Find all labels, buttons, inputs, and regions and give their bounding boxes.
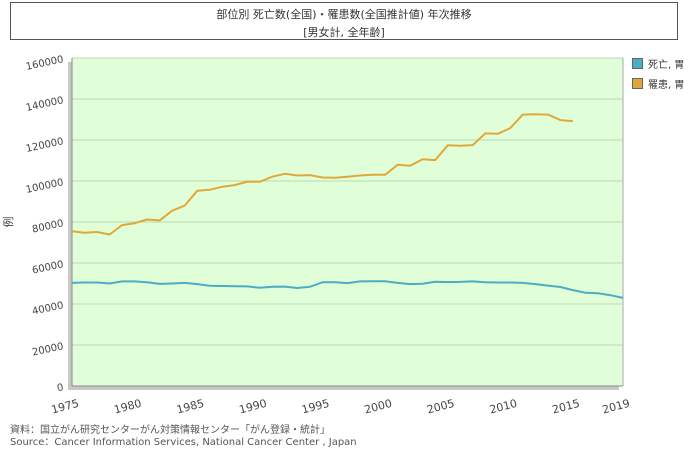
series-line-incidence — [71, 113, 573, 236]
chart-title-box: 部位別 死亡数(全国)・罹患数(全国推計値) 年次推移 [男女計, 全年齢] — [10, 2, 678, 40]
y-tick-label: 0 — [56, 382, 65, 394]
series-line-death — [71, 280, 624, 299]
y-tick-label: 80000 — [31, 218, 64, 235]
chart-title: 部位別 死亡数(全国)・罹患数(全国推計値) 年次推移 — [216, 8, 472, 21]
x-tick-label: 2010 — [488, 397, 518, 417]
y-tick-label: 120000 — [25, 136, 65, 155]
chart-subtitle: [男女計, 全年齢] — [303, 26, 385, 39]
legend-swatch-incidence — [632, 78, 643, 89]
legend-label-death: 死亡, 胃 — [648, 60, 685, 71]
y-tick-label: 60000 — [31, 259, 64, 276]
x-tick-label: 1990 — [238, 397, 268, 417]
plot-bottom-edge — [68, 386, 619, 390]
y-axis-label: 例 — [1, 217, 15, 228]
y-tick-label: 100000 — [25, 177, 65, 196]
source-english: Source：Cancer Information Services, Nati… — [10, 437, 357, 448]
y-tick-label: 40000 — [31, 300, 64, 317]
x-tick-label: 1985 — [175, 397, 205, 417]
x-tick-label: 1995 — [300, 397, 330, 417]
x-tick-label: 1975 — [50, 397, 80, 417]
x-tick-label: 2019 — [601, 397, 631, 417]
x-tick-label: 2015 — [551, 397, 581, 417]
y-tick-label: 20000 — [31, 341, 64, 358]
plot-left-edge — [68, 62, 72, 390]
legend-swatch-death — [632, 58, 643, 69]
x-tick-label: 1980 — [113, 397, 143, 417]
y-tick-label: 140000 — [25, 95, 65, 114]
legend-label-incidence: 罹患, 胃 — [648, 80, 685, 91]
source-japanese: 資料：国立がん研究センターがん対策情報センター「がん登録・統計」 — [10, 425, 330, 436]
y-tick-label: 160000 — [25, 54, 65, 73]
x-tick-label: 2005 — [426, 397, 456, 417]
x-tick-label: 2000 — [363, 397, 393, 417]
